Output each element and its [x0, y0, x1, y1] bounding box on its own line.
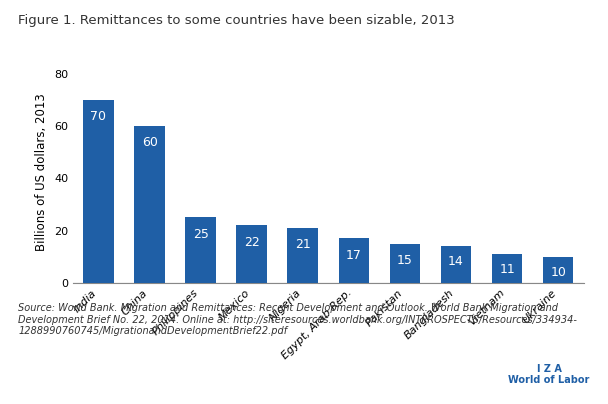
Text: 60: 60	[142, 137, 157, 149]
Bar	[83, 100, 114, 283]
Text: Source: World Bank. Migration and Remittances: Recent Development and Outlook. W: Source: World Bank. Migration and Remitt…	[18, 303, 577, 336]
Text: 25: 25	[193, 228, 209, 241]
Bar	[492, 254, 522, 283]
Bar	[339, 238, 369, 283]
Bar	[185, 217, 216, 283]
Bar	[441, 246, 471, 283]
Text: 70: 70	[91, 110, 106, 123]
Text: 10: 10	[550, 266, 566, 279]
Bar	[543, 257, 573, 283]
Bar	[237, 225, 267, 283]
Bar	[134, 126, 165, 283]
Text: 14: 14	[448, 255, 464, 268]
Text: Figure 1. Remittances to some countries have been sizable, 2013: Figure 1. Remittances to some countries …	[18, 14, 455, 27]
Text: 22: 22	[244, 236, 260, 249]
Text: 15: 15	[397, 254, 413, 267]
Bar	[288, 228, 318, 283]
Text: 17: 17	[346, 249, 362, 262]
Text: I Z A
World of Labor: I Z A World of Labor	[508, 364, 590, 385]
Text: 11: 11	[499, 263, 515, 276]
Bar	[390, 244, 420, 283]
Y-axis label: Billions of US dollars, 2013: Billions of US dollars, 2013	[35, 93, 49, 250]
Text: 21: 21	[295, 238, 311, 251]
